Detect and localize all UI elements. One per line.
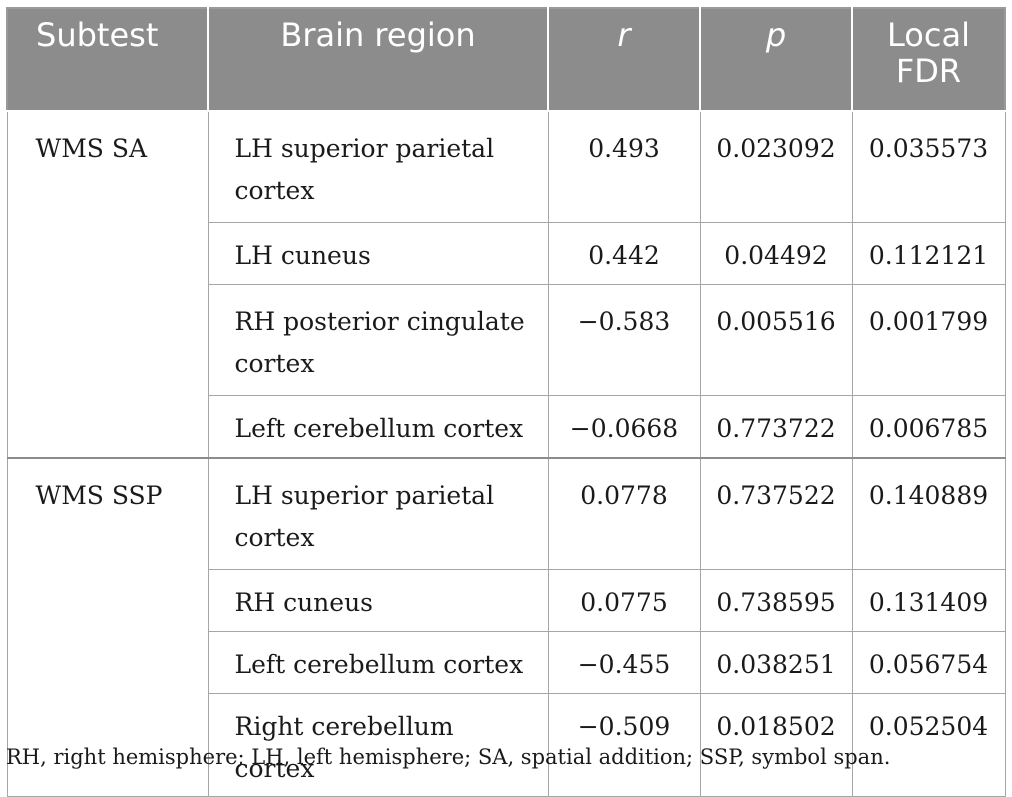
r-cell: 0.493 — [547, 110, 701, 223]
header-subtest: Subtest — [6, 7, 209, 112]
table-row: Left cerebellum cortex −0.455 0.038251 0… — [7, 630, 1006, 694]
header-p: p — [699, 7, 853, 112]
table-header: Subtest Brain region r p Local FDR — [6, 7, 1006, 112]
table-row: RH posterior cingulate cortex −0.583 0.00… — [7, 284, 1006, 396]
fdr-cell: 0.035573 — [851, 110, 1006, 223]
region-cell: LH superior parietal cortex — [207, 110, 549, 223]
p-cell: 0.738595 — [699, 568, 853, 632]
region-line1: LH superior parietal — [234, 480, 495, 510]
fdr-cell: 0.140889 — [851, 457, 1006, 570]
r-cell: −0.455 — [547, 630, 701, 694]
table-row: WMS SSP LH superior parietal cortex 0.077… — [6, 457, 1006, 797]
region-cell: LH superior parietal cortex — [207, 457, 549, 570]
r-cell: −0.509 — [547, 692, 701, 797]
p-cell: 0.005516 — [699, 284, 853, 396]
table-body: WMS SA LH superior parietal cortex 0.493 … — [6, 110, 1006, 797]
region-cell: LH cuneus — [207, 222, 549, 285]
r-cell: 0.442 — [547, 222, 701, 285]
table-row: RH cuneus 0.0775 0.738595 0.131409 — [7, 568, 1006, 632]
subtest-cell: WMS SA — [6, 110, 209, 459]
region-line1: RH posterior cingulate — [234, 307, 525, 336]
table-footnote: RH, right hemisphere; LH, left hemispher… — [6, 745, 891, 769]
p-cell: 0.023092 — [699, 110, 853, 223]
region-cell: Left cerebellum cortex — [207, 395, 549, 459]
table-container: Subtest Brain region r p Local FDR WMS SA… — [6, 7, 1006, 797]
region-cell: RH cuneus — [207, 568, 549, 632]
correlation-table: Subtest Brain region r p Local FDR WMS SA… — [6, 7, 1006, 797]
region-line2: cortex — [234, 522, 315, 552]
fdr-cell: 0.056754 — [851, 630, 1006, 694]
r-cell: 0.0778 — [547, 457, 701, 570]
fdr-cell: 0.001799 — [851, 284, 1006, 396]
p-cell: 0.04492 — [699, 222, 853, 285]
header-r: r — [547, 7, 701, 112]
region-line1: LH superior parietal — [234, 134, 495, 163]
p-cell: 0.038251 — [699, 630, 853, 694]
fdr-cell: 0.006785 — [851, 395, 1006, 459]
region-line2: cortex — [234, 176, 315, 205]
header-row: Subtest Brain region r p Local FDR — [6, 7, 1006, 112]
fdr-cell: 0.052504 — [851, 692, 1006, 797]
subtest-cell: WMS SSP — [6, 457, 209, 797]
header-brain-region: Brain region — [207, 7, 549, 112]
table-row: Left cerebellum cortex −0.0668 0.773722 … — [7, 395, 1006, 459]
fdr-cell: 0.112121 — [851, 222, 1006, 285]
region-cell: RH posterior cingulate cortex — [207, 284, 549, 396]
table-row: WMS SA LH superior parietal cortex 0.493 … — [6, 110, 1006, 459]
fdr-cell: 0.131409 — [851, 568, 1006, 632]
header-local-fdr-line1: Local — [887, 16, 970, 54]
r-cell: −0.0668 — [547, 395, 701, 459]
region-line2: cortex — [234, 349, 315, 378]
table-row: Right cerebellum cortex −0.509 0.018502 … — [7, 692, 1006, 797]
p-cell: 0.773722 — [699, 395, 853, 459]
r-cell: −0.583 — [547, 284, 701, 396]
header-local-fdr: Local FDR — [851, 7, 1006, 112]
region-cell: Right cerebellum cortex — [207, 692, 549, 797]
region-cell: Left cerebellum cortex — [207, 630, 549, 694]
p-cell: 0.737522 — [699, 457, 853, 570]
r-cell: 0.0775 — [547, 568, 701, 632]
header-local-fdr-line2: FDR — [895, 52, 962, 90]
